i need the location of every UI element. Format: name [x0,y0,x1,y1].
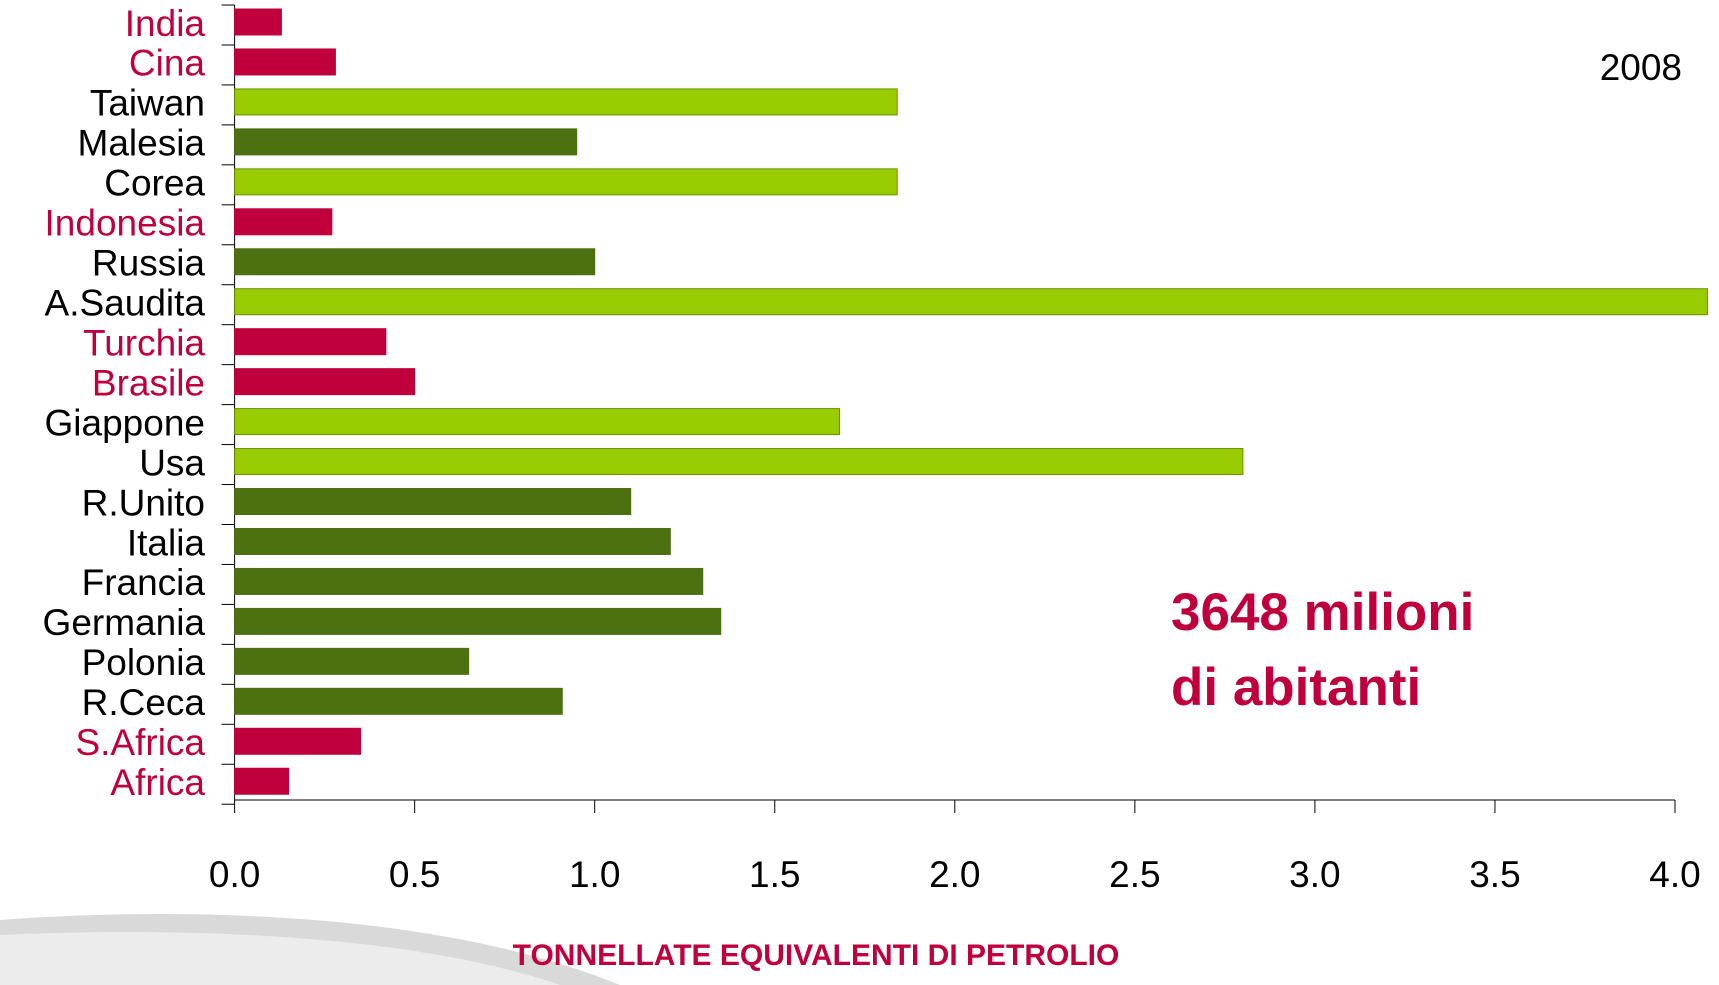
x-tick-label: 2.5 [1109,854,1160,895]
x-tick-label: 3.0 [1289,854,1340,895]
y-tick-label: India [125,3,206,44]
annotation: di abitanti [1171,658,1421,717]
bar [234,48,336,76]
bar [234,288,1708,316]
bar [234,527,671,555]
bar [234,448,1244,476]
y-tick-label: A.Saudita [45,283,206,324]
y-tick-label: Turchia [83,322,205,363]
decoration [0,932,560,985]
bar [234,767,290,795]
y-tick-label: Africa [110,762,205,803]
y-tick-label: Germania [43,602,206,643]
x-tick-label: 2.0 [929,854,980,895]
x-tick-label: 1.5 [749,854,800,895]
bar [234,328,387,356]
bar [234,168,898,196]
x-axis-title: TONNELLATE EQUIVALENTI DI PETROLIO [513,939,1120,972]
y-tick-label: Brasile [92,362,205,403]
y-tick-label: Polonia [82,642,206,683]
bar [234,488,632,516]
y-tick-label: Taiwan [90,83,205,124]
subtitle: 2008 [1600,47,1682,88]
x-tick-label: 0.5 [389,854,440,895]
y-tick-label: R.Unito [82,482,205,523]
y-tick-label: Russia [92,243,206,284]
bar [234,647,470,675]
bar [234,567,704,595]
x-tick-label: 0.0 [209,854,260,895]
y-tick-label: Cina [129,43,206,84]
y-tick-label: Indonesia [45,203,206,244]
x-tick-label: 3.5 [1469,854,1520,895]
bar [234,368,416,396]
x-tick-label: 1.0 [569,854,620,895]
y-tick-label: Malesia [78,123,206,164]
bar [234,248,596,276]
bar [234,8,282,36]
annotation: 3648 milioni [1171,583,1474,642]
bar [234,607,722,635]
bar [234,408,841,436]
y-tick-label: Usa [139,442,205,483]
y-tick-label: Francia [82,562,206,603]
bar [234,687,563,715]
bar [234,727,362,755]
y-tick-label: R.Ceca [82,682,206,723]
bar [234,128,578,156]
y-tick-label: S.Africa [75,722,205,763]
y-tick-label: Corea [104,163,205,204]
y-tick-label: Giappone [45,402,205,443]
y-tick-label: Italia [127,522,206,563]
bar [234,88,898,116]
x-tick-label: 4.0 [1649,854,1700,895]
bar [234,208,333,236]
